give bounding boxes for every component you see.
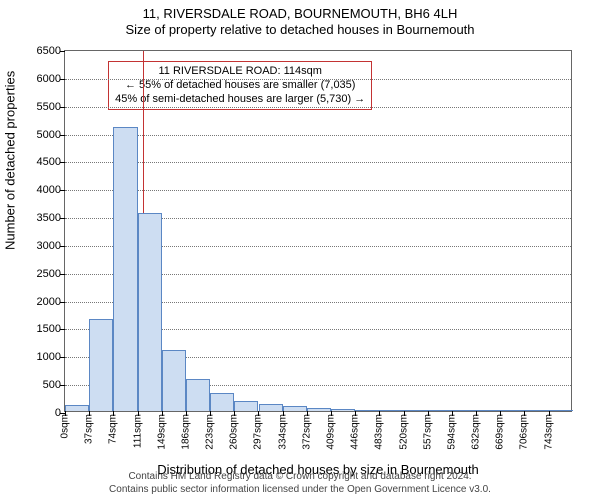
title-block: 11, RIVERSDALE ROAD, BOURNEMOUTH, BH6 4L… [0,0,600,39]
xtick-label: 409sqm [325,411,336,450]
xtick-label: 0sqm [60,411,71,438]
annotation-line2: ← 55% of detached houses are smaller (7,… [115,79,365,93]
xtick-label: 260sqm [229,411,240,450]
annotation-box: 11 RIVERSDALE ROAD: 114sqm ← 55% of deta… [108,61,372,110]
footer-line1: Contains HM Land Registry data © Crown c… [0,471,600,484]
gridline-h [65,162,571,163]
ytick-label: 2500 [37,268,61,280]
ytick-label: 4000 [37,184,61,196]
ytick-label: 1500 [37,323,61,335]
xtick-label: 557sqm [422,411,433,450]
xtick-label: 372sqm [301,411,312,450]
xtick-label: 297sqm [253,411,264,450]
ytick-label: 1000 [37,351,61,363]
chart-container: { "titles": { "line1": "11, RIVERSDALE R… [0,0,600,500]
xtick-label: 594sqm [446,411,457,450]
histogram-bar [210,393,234,411]
ytick-label: 2000 [37,296,61,308]
ytick-label: 6500 [37,45,61,57]
y-axis-label: Number of detached properties [3,71,18,250]
page-title-line1: 11, RIVERSDALE ROAD, BOURNEMOUTH, BH6 4L… [0,6,600,22]
histogram-bar [113,127,137,411]
annotation-line3: 45% of semi-detached houses are larger (… [115,93,365,107]
histogram-bar [259,404,283,411]
xtick-label: 37sqm [84,411,95,444]
footer: Contains HM Land Registry data © Crown c… [0,471,600,496]
histogram-bar [162,350,186,411]
ytick-label: 4500 [37,156,61,168]
xtick-label: 706sqm [519,411,530,450]
ytick-label: 6000 [37,73,61,85]
gridline-h [65,135,571,136]
xtick-label: 483sqm [374,411,385,450]
gridline-h [65,107,571,108]
gridline-h [65,79,571,80]
xtick-label: 74sqm [108,411,119,444]
ytick-label: 5000 [37,129,61,141]
histogram-bar [186,379,210,411]
xtick-label: 520sqm [398,411,409,450]
histogram-bar [234,401,258,411]
footer-line2: Contains public sector information licen… [0,484,600,497]
histogram-bar [89,319,113,411]
xtick-label: 743sqm [543,411,554,450]
xtick-label: 186sqm [180,411,191,450]
xtick-label: 111sqm [132,411,143,448]
gridline-h [65,190,571,191]
histogram-bar [138,213,162,411]
ytick-label: 500 [43,379,61,391]
xtick-label: 446sqm [350,411,361,450]
annotation-line1: 11 RIVERSDALE ROAD: 114sqm [115,65,365,79]
xtick-label: 669sqm [495,411,506,450]
xtick-label: 223sqm [205,411,216,450]
ytick-label: 5500 [37,101,61,113]
xtick-label: 334sqm [277,411,288,450]
xtick-label: 149sqm [156,411,167,450]
ytick-label: 3000 [37,240,61,252]
ytick-label: 3500 [37,212,61,224]
page-title-line2: Size of property relative to detached ho… [0,22,600,38]
xtick-label: 632sqm [471,411,482,450]
histogram-plot: 11 RIVERSDALE ROAD: 114sqm ← 55% of deta… [64,50,572,412]
